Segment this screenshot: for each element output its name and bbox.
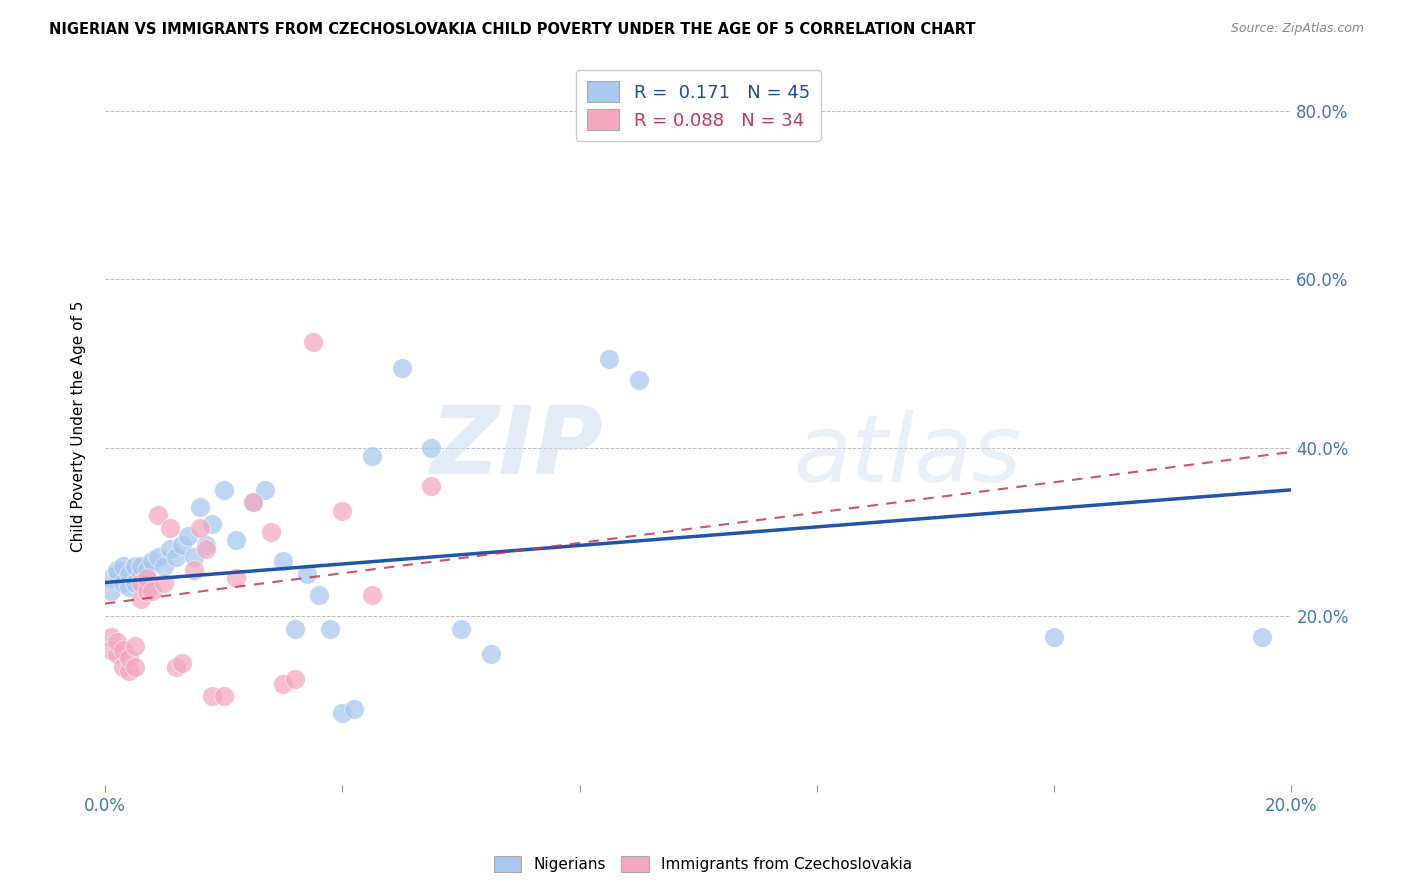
Point bbox=[284, 622, 307, 636]
Point bbox=[135, 583, 157, 598]
Point bbox=[100, 571, 122, 585]
Text: atlas: atlas bbox=[793, 409, 1021, 500]
Point bbox=[212, 483, 235, 497]
Legend: R =  0.171   N = 45, R = 0.088   N = 34: R = 0.171 N = 45, R = 0.088 N = 34 bbox=[576, 70, 821, 141]
Point bbox=[295, 567, 318, 582]
Point bbox=[212, 690, 235, 704]
Point bbox=[242, 495, 264, 509]
Point bbox=[177, 529, 200, 543]
Y-axis label: Child Poverty Under the Age of 5: Child Poverty Under the Age of 5 bbox=[72, 301, 86, 552]
Point bbox=[1043, 630, 1066, 644]
Point bbox=[124, 558, 146, 573]
Point bbox=[343, 702, 366, 716]
Point bbox=[420, 441, 443, 455]
Point bbox=[111, 575, 134, 590]
Point bbox=[135, 563, 157, 577]
Point bbox=[135, 571, 157, 585]
Point bbox=[224, 571, 246, 585]
Point bbox=[1250, 630, 1272, 644]
Point bbox=[308, 588, 330, 602]
Point bbox=[105, 563, 128, 577]
Point bbox=[361, 588, 384, 602]
Point bbox=[124, 639, 146, 653]
Point bbox=[165, 550, 187, 565]
Point bbox=[135, 575, 157, 590]
Legend: Nigerians, Immigrants from Czechoslovakia: Nigerians, Immigrants from Czechoslovaki… bbox=[486, 848, 920, 880]
Point bbox=[284, 673, 307, 687]
Point bbox=[330, 504, 353, 518]
Point bbox=[301, 335, 323, 350]
Point bbox=[118, 651, 141, 665]
Point bbox=[172, 538, 194, 552]
Point bbox=[153, 558, 176, 573]
Point bbox=[105, 634, 128, 648]
Point bbox=[271, 554, 294, 568]
Point bbox=[129, 575, 152, 590]
Point bbox=[450, 622, 472, 636]
Point bbox=[242, 495, 264, 509]
Point bbox=[183, 563, 205, 577]
Point bbox=[148, 550, 170, 565]
Text: ZIP: ZIP bbox=[430, 402, 603, 494]
Point bbox=[260, 524, 283, 539]
Point bbox=[361, 449, 384, 463]
Point bbox=[118, 580, 141, 594]
Point bbox=[124, 575, 146, 590]
Point bbox=[254, 483, 277, 497]
Text: Source: ZipAtlas.com: Source: ZipAtlas.com bbox=[1230, 22, 1364, 36]
Point bbox=[118, 567, 141, 582]
Point bbox=[598, 352, 620, 367]
Point bbox=[194, 541, 217, 556]
Point bbox=[627, 373, 650, 387]
Point bbox=[111, 558, 134, 573]
Point bbox=[105, 567, 128, 582]
Point bbox=[124, 660, 146, 674]
Point bbox=[105, 647, 128, 661]
Point bbox=[183, 550, 205, 565]
Point bbox=[118, 664, 141, 678]
Point bbox=[153, 575, 176, 590]
Point bbox=[141, 583, 163, 598]
Point bbox=[201, 690, 224, 704]
Point bbox=[188, 500, 211, 514]
Point bbox=[391, 360, 413, 375]
Point bbox=[188, 521, 211, 535]
Point bbox=[420, 478, 443, 492]
Point bbox=[129, 558, 152, 573]
Point bbox=[100, 583, 122, 598]
Point bbox=[129, 567, 152, 582]
Point bbox=[165, 660, 187, 674]
Point bbox=[271, 676, 294, 690]
Point bbox=[111, 643, 134, 657]
Point bbox=[319, 622, 342, 636]
Point bbox=[194, 538, 217, 552]
Point bbox=[224, 533, 246, 548]
Point bbox=[159, 541, 181, 556]
Text: NIGERIAN VS IMMIGRANTS FROM CZECHOSLOVAKIA CHILD POVERTY UNDER THE AGE OF 5 CORR: NIGERIAN VS IMMIGRANTS FROM CZECHOSLOVAK… bbox=[49, 22, 976, 37]
Point bbox=[100, 630, 122, 644]
Point bbox=[159, 521, 181, 535]
Point bbox=[479, 647, 502, 661]
Point bbox=[330, 706, 353, 720]
Point bbox=[172, 656, 194, 670]
Point bbox=[148, 508, 170, 522]
Point bbox=[129, 592, 152, 607]
Point bbox=[111, 660, 134, 674]
Point bbox=[100, 643, 122, 657]
Point bbox=[201, 516, 224, 531]
Point bbox=[141, 554, 163, 568]
